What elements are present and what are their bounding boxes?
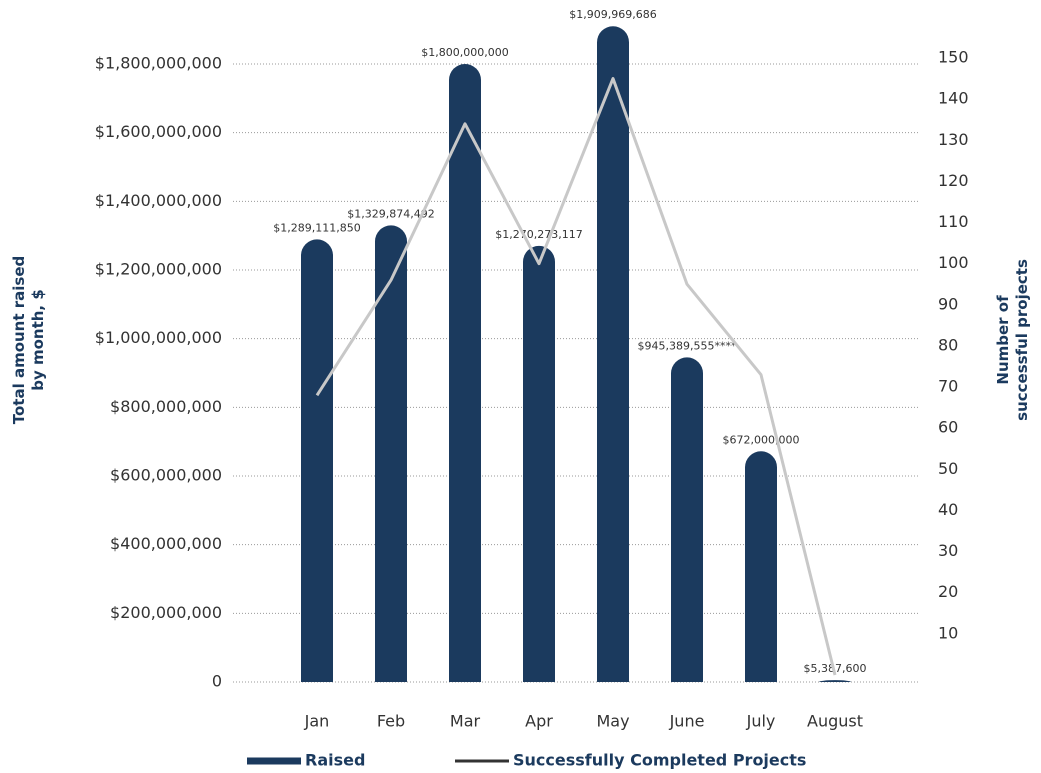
y2-tick-label: 30	[938, 541, 958, 560]
y2-tick-label: 20	[938, 582, 958, 601]
value-label: $1,800,000,000	[421, 46, 508, 59]
bar	[301, 239, 333, 682]
x-tick-label: August	[807, 712, 863, 731]
y-tick-label: $800,000,000	[110, 397, 222, 416]
bar	[745, 451, 777, 682]
y-tick-label: $400,000,000	[110, 534, 222, 553]
y2-tick-label: 10	[938, 623, 958, 642]
x-tick-label: Jan	[304, 712, 330, 731]
x-tick-label: Mar	[450, 712, 481, 731]
value-label: $1,329,874,492	[347, 207, 434, 220]
y2-tick-label: 70	[938, 377, 958, 396]
y-axis-title: Total amount raisedby month, $	[10, 256, 47, 425]
x-tick-label: May	[596, 712, 629, 731]
line	[315, 77, 837, 676]
y2-tick-label: 150	[938, 48, 969, 67]
y-tick-label: $1,000,000,000	[95, 328, 222, 347]
y-tick-label: $1,800,000,000	[95, 54, 222, 73]
value-label: $5,387,600	[804, 662, 867, 675]
y-tick-label: $1,400,000,000	[95, 191, 222, 210]
y2-tick-label: 100	[938, 253, 969, 272]
y2-tick-label: 110	[938, 212, 969, 231]
y-tick-label: $1,600,000,000	[95, 122, 222, 141]
value-label: $945,389,555****	[638, 339, 737, 352]
y2-tick-label: 60	[938, 418, 958, 437]
bar	[819, 680, 851, 682]
bar	[671, 357, 703, 682]
x-tick-label: Feb	[377, 712, 405, 731]
value-label: $1,289,111,850	[273, 221, 360, 234]
y2-tick-label: 120	[938, 171, 969, 190]
bar	[449, 64, 481, 682]
y2-tick-label: 50	[938, 459, 958, 478]
y-tick-label: $200,000,000	[110, 603, 222, 622]
value-label: $672,000,000	[723, 433, 800, 446]
value-label: $1,909,969,686	[569, 8, 656, 21]
y-tick-label: 0	[212, 672, 222, 691]
y2-tick-label: 90	[938, 294, 958, 313]
y2-tick-label: 40	[938, 500, 958, 519]
y-tick-label: $600,000,000	[110, 466, 222, 485]
y2-tick-label: 130	[938, 130, 969, 149]
x-tick-label: July	[746, 712, 776, 731]
legend-label: Raised	[305, 751, 365, 770]
y2-tick-label: 140	[938, 89, 969, 108]
value-label: $1,270,273,117	[495, 228, 582, 241]
bar	[597, 26, 629, 683]
y2-axis-title: Number ofsuccessful projects	[994, 259, 1031, 421]
bar	[375, 225, 407, 682]
y-tick-label: $1,200,000,000	[95, 260, 222, 279]
bar	[523, 245, 555, 682]
y2-tick-label: 80	[938, 335, 958, 354]
x-tick-label: Apr	[525, 712, 553, 731]
x-tick-label: June	[669, 712, 705, 731]
legend-label: Successfully Completed Projects	[513, 751, 806, 770]
